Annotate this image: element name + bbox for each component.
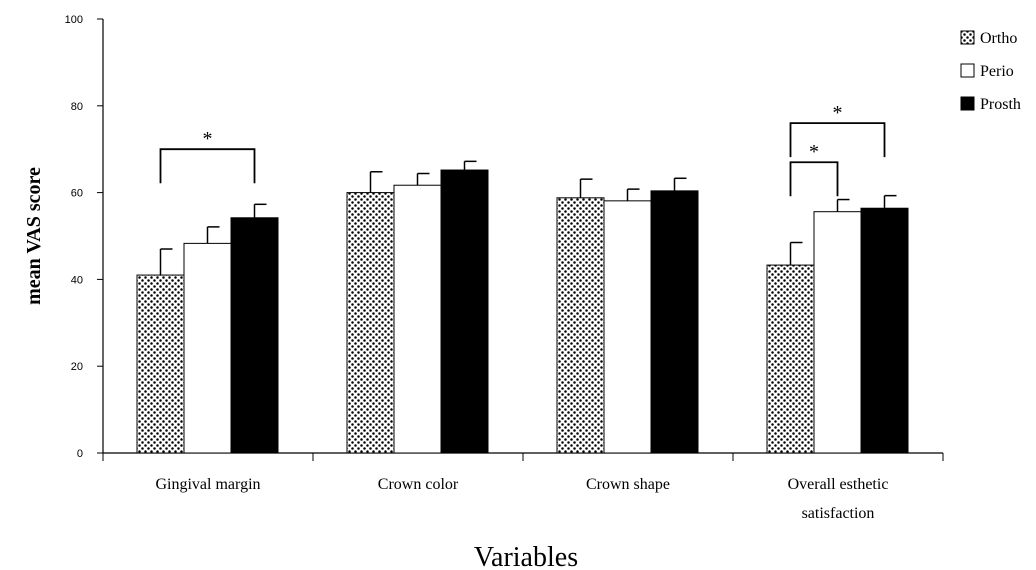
x-tick-label-crown-shape: Crown shape <box>586 476 670 493</box>
legend-label-prosth: Prosth <box>980 96 1021 113</box>
legend-label-perio: Perio <box>980 63 1014 80</box>
y-axis-label: mean VAS score <box>23 167 45 305</box>
legend: Ortho Perio Prosth <box>960 30 1021 113</box>
plot-area: 0 20 40 60 80 100 Gingival margin Crown color Cr… <box>65 14 944 522</box>
x-tick-label-crown-color: Crown color <box>378 476 459 493</box>
bar-ortho-crown-shape <box>556 197 605 454</box>
significance-label-1: * <box>809 141 819 163</box>
significance-bracket-1 <box>789 161 839 197</box>
significance-bracket-2 <box>789 122 886 158</box>
x-tick-label-gingival-margin: Gingival margin <box>155 476 260 493</box>
y-tick-label-100: 100 <box>65 14 83 26</box>
y-tick-label-40: 40 <box>71 274 83 286</box>
bar-ortho-gingival-margin <box>136 274 185 454</box>
bar-perio-gingival-margin <box>183 242 232 454</box>
significance-label-2: * <box>833 102 843 124</box>
x-tick-label-satisfaction: satisfaction <box>802 505 875 522</box>
y-tick-label-0: 0 <box>77 448 83 460</box>
legend-swatch-prosth <box>960 96 975 111</box>
bar-prosth-overall-esthetic-satisfaction <box>860 207 909 454</box>
bar-ortho-crown-color <box>346 192 395 454</box>
bar-perio-crown-shape <box>603 200 652 454</box>
x-axis-label: Variables <box>474 542 578 570</box>
bar-perio-crown-color <box>393 184 442 454</box>
significance-bracket-0 <box>159 148 256 184</box>
x-tick-label-overall-esthetic: Overall esthetic <box>788 476 889 493</box>
legend-label-ortho: Ortho <box>980 30 1017 47</box>
legend-swatch-ortho <box>960 30 975 45</box>
bar-prosth-gingival-margin <box>230 217 279 454</box>
y-tick-label-80: 80 <box>71 101 83 113</box>
bar-perio-overall-esthetic-satisfaction <box>813 211 862 454</box>
y-tick-label-60: 60 <box>71 188 83 200</box>
bar-prosth-crown-shape <box>650 190 699 454</box>
bar-ortho-overall-esthetic-satisfaction <box>766 264 815 454</box>
bar-prosth-crown-color <box>440 169 489 454</box>
legend-swatch-perio <box>960 63 975 78</box>
significance-label-0: * <box>203 128 213 150</box>
y-tick-label-20: 20 <box>71 361 83 373</box>
